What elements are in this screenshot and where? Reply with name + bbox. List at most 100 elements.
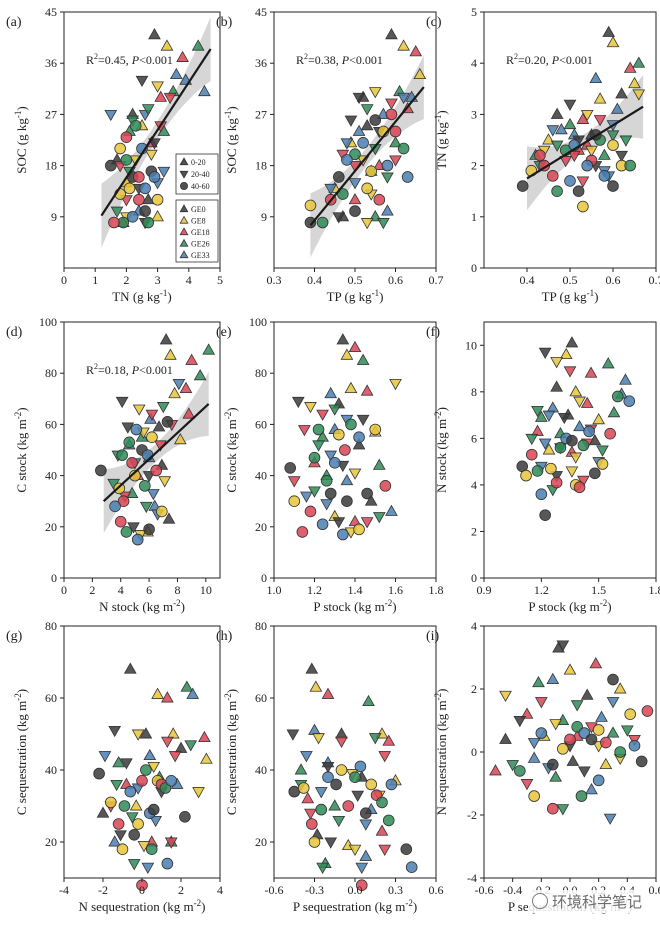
data-point: [357, 137, 369, 149]
data-point: [360, 517, 374, 529]
y-tick-label: 0: [471, 745, 477, 759]
data-point: [185, 353, 198, 365]
x-tick-label: 1.2: [534, 583, 549, 597]
legend-entry-label: GE8: [191, 217, 206, 226]
data-point: [151, 687, 164, 699]
y-tick-label: 2: [471, 524, 477, 538]
data-point: [335, 727, 348, 739]
data-point: [520, 779, 534, 791]
data-point: [145, 843, 158, 855]
data-point: [330, 778, 342, 791]
data-point: [385, 98, 398, 110]
data-point: [389, 136, 402, 148]
data-point: [340, 138, 354, 150]
y-tick-label: 60: [255, 417, 267, 431]
x-tick-label: 0.6: [606, 273, 621, 287]
data-point: [542, 443, 556, 455]
data-point: [551, 185, 563, 198]
data-point: [624, 159, 636, 172]
data-point: [304, 216, 317, 229]
data-point: [596, 445, 609, 457]
data-point: [554, 441, 567, 454]
data-point: [378, 751, 392, 763]
data-point: [139, 727, 153, 739]
data-point: [114, 830, 127, 842]
data-point: [123, 662, 137, 674]
data-point: [527, 738, 541, 750]
data-point: [615, 150, 628, 163]
data-point: [93, 767, 105, 780]
data-point: [328, 799, 342, 811]
data-point: [114, 142, 126, 155]
data-point: [534, 697, 548, 709]
data-point: [168, 751, 182, 763]
data-point: [123, 436, 136, 449]
data-point: [600, 736, 612, 749]
data-point: [109, 500, 121, 513]
data-point: [316, 518, 329, 531]
data-point: [341, 154, 353, 166]
data-point: [352, 438, 366, 450]
data-point: [385, 108, 398, 121]
data-point: [604, 427, 616, 440]
data-point: [174, 741, 188, 753]
x-tick-label: 0.7: [429, 273, 444, 287]
x-tick-label: 4: [186, 273, 192, 287]
data-point: [381, 159, 394, 172]
y-tick-label: 60: [45, 417, 57, 431]
data-point: [549, 719, 563, 731]
data-point: [315, 803, 328, 816]
data-point: [163, 92, 177, 105]
data-point: [499, 732, 512, 744]
data-point: [532, 675, 545, 688]
data-point: [112, 818, 125, 830]
data-point: [613, 682, 627, 694]
data-point: [531, 424, 544, 436]
data-point: [535, 727, 548, 739]
legend-entry-label: 40-60: [191, 182, 210, 191]
y-axis-label: N sequestration (kg m-2): [433, 688, 449, 815]
data-point: [145, 149, 158, 161]
y-tick-label: 45: [255, 5, 267, 19]
data-point: [355, 879, 368, 891]
y-tick-label: 2: [471, 682, 477, 696]
data-point: [332, 171, 345, 183]
x-tick-label: 3: [155, 273, 161, 287]
x-tick-label: -0.4: [503, 883, 522, 897]
data-point: [577, 200, 589, 213]
data-point: [156, 505, 168, 518]
data-point: [589, 71, 603, 84]
data-point: [598, 170, 611, 182]
data-point: [108, 725, 122, 738]
data-point: [360, 119, 374, 131]
legend-entry-label: GE26: [191, 240, 210, 249]
x-tick-label: 0.0: [348, 883, 363, 897]
data-point: [335, 764, 348, 776]
data-point: [614, 746, 626, 758]
data-point: [186, 687, 200, 699]
data-point: [542, 410, 556, 422]
data-point: [381, 172, 394, 184]
data-point: [592, 724, 605, 736]
watermark: 环境科学笔记: [527, 890, 646, 913]
data-point: [368, 87, 382, 99]
data-point: [580, 109, 594, 122]
data-point: [373, 193, 386, 206]
data-point: [164, 837, 178, 849]
data-point: [607, 406, 621, 418]
data-point: [284, 462, 297, 474]
data-point: [362, 694, 375, 707]
data-point: [129, 799, 143, 811]
legend-entry-label: GE33: [191, 251, 210, 260]
data-point: [320, 474, 333, 487]
data-point: [359, 807, 372, 819]
data-point: [304, 505, 317, 518]
data-point: [335, 736, 348, 748]
y-tick-label: 3: [471, 107, 477, 121]
data-point: [546, 170, 559, 182]
data-point: [378, 844, 392, 856]
